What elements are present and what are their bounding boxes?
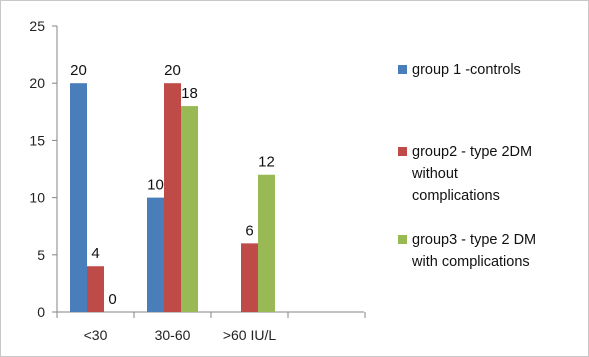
y-tick-label: 20: [29, 75, 45, 91]
legend-swatch: [398, 65, 407, 74]
bar: [241, 243, 258, 312]
legend-swatch: [398, 235, 407, 244]
x-tick-label: <30: [84, 327, 108, 343]
y-tick-label: 5: [37, 247, 45, 263]
legend-label: group 1 -controls: [412, 62, 521, 78]
data-label: 20: [70, 62, 87, 79]
y-tick-label: 0: [37, 304, 45, 320]
data-label: 12: [258, 154, 275, 171]
legend-label: group2 - type 2DM: [412, 144, 532, 160]
data-label: 6: [245, 222, 253, 239]
data-label: 18: [181, 85, 198, 102]
bar: [258, 174, 275, 312]
x-tick-label: >60 IU/L: [223, 327, 277, 343]
bar: [70, 83, 87, 312]
legend-label: group3 - type 2 DM: [412, 232, 536, 248]
bar: [147, 197, 164, 312]
chart-legend: group 1 -controls group2 - type 2DM withou…: [398, 62, 536, 270]
data-label: 20: [164, 62, 181, 79]
legend-label: complications: [412, 188, 500, 204]
legend-swatch: [398, 147, 407, 156]
data-label: 4: [91, 245, 99, 262]
legend-label: with complications: [411, 254, 530, 270]
y-tick-label: 25: [29, 18, 45, 34]
legend-label: without: [411, 166, 458, 182]
bar: [87, 266, 104, 312]
x-tick-label: 30-60: [155, 327, 191, 343]
data-label: 0: [108, 291, 116, 308]
chart-axes: 0 5 10 15 20 25 <30 30-60 >60 IU/L: [29, 18, 366, 343]
chart-bars: [70, 83, 275, 312]
y-tick-label: 10: [29, 190, 45, 206]
y-tick-label: 15: [29, 132, 45, 148]
data-label: 10: [147, 177, 164, 194]
bar: [181, 106, 198, 312]
bar: [164, 83, 181, 312]
